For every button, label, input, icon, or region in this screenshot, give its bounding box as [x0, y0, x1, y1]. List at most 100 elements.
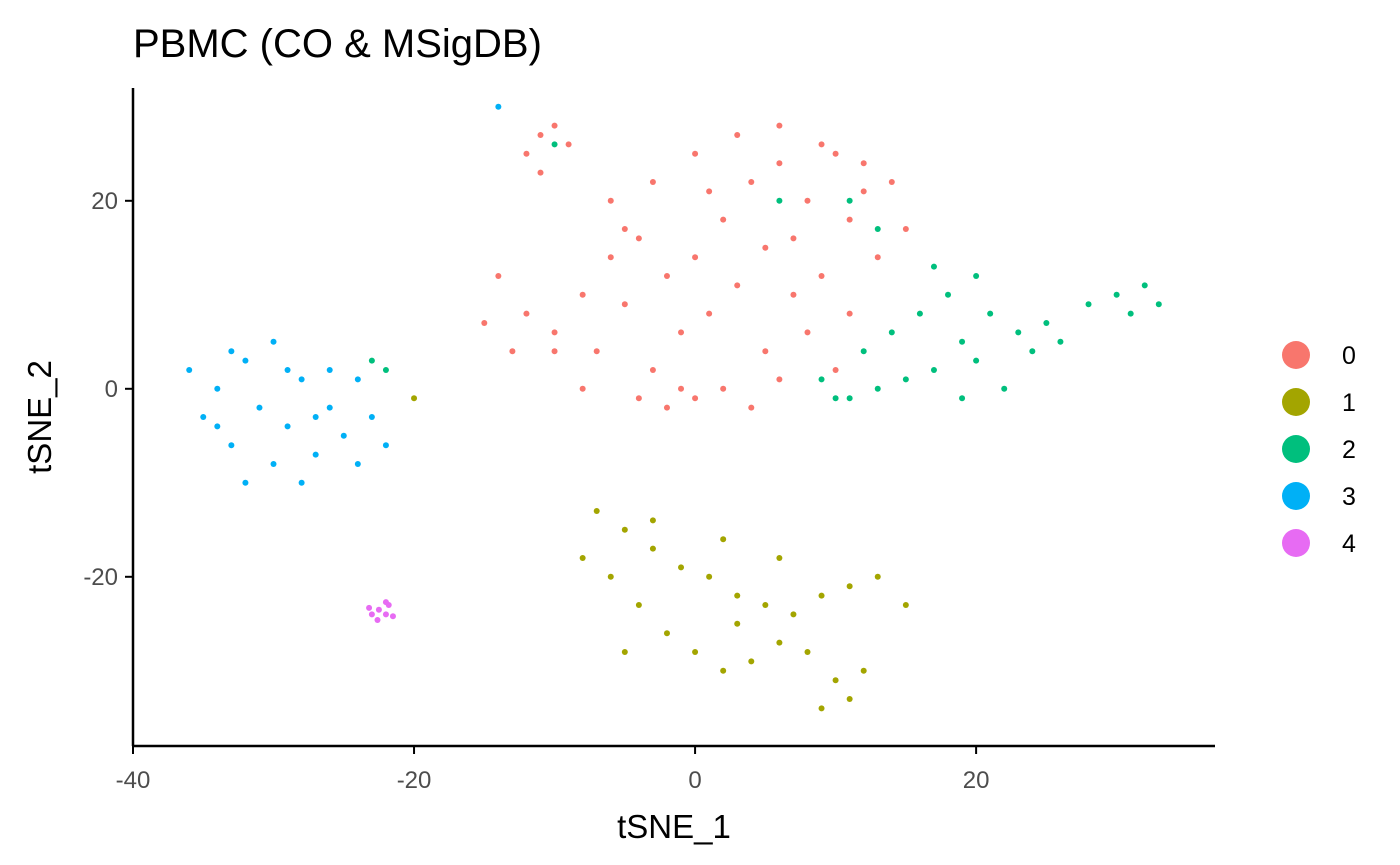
cluster-3-point: [495, 103, 502, 110]
cluster-0-point: [635, 395, 642, 402]
cluster-2-point: [846, 197, 853, 204]
cluster-3-point: [340, 432, 347, 439]
cluster-1-point: [649, 517, 656, 524]
cluster-0-point: [706, 188, 713, 195]
cluster-0-point: [678, 329, 685, 336]
x-axis-title: tSNE_1: [617, 808, 731, 845]
cluster-3-point: [270, 461, 277, 467]
cluster-2-point: [846, 395, 853, 402]
cluster-0-point: [692, 395, 699, 402]
cluster-0-point: [776, 160, 783, 167]
legend: 0 1 2 3 4: [1282, 341, 1356, 558]
cluster-1-point: [804, 649, 811, 655]
cluster-0-point: [832, 150, 839, 157]
cluster-4-point: [382, 611, 389, 618]
cluster-0-point: [495, 273, 502, 279]
cluster-1-point: [579, 555, 586, 561]
cluster-2-point: [973, 273, 980, 279]
cluster-2-point: [1029, 348, 1036, 355]
cluster-3-point: [354, 376, 361, 383]
cluster-0-point: [776, 122, 783, 129]
cluster-3-point: [214, 385, 221, 392]
cluster-1-point: [621, 526, 628, 533]
cluster-1-point: [790, 611, 797, 618]
cluster-0-point: [762, 348, 769, 355]
cluster-1-point: [748, 658, 755, 665]
cluster-3-point: [298, 376, 305, 383]
cluster-0-point: [663, 273, 670, 279]
cluster-0-point: [607, 254, 614, 261]
legend-key-3: [1282, 482, 1310, 510]
cluster-1-point: [734, 620, 741, 627]
legend-key-2: [1282, 435, 1310, 463]
cluster-0-point: [579, 385, 586, 392]
cluster-0-point: [776, 376, 783, 383]
cluster-2-point: [1057, 338, 1064, 345]
cluster-4-points: [366, 599, 396, 624]
cluster-2-point: [776, 197, 783, 204]
cluster-2-point: [1127, 310, 1134, 317]
y-axis-title: tSNE_2: [21, 360, 58, 474]
cluster-0-point: [734, 282, 741, 289]
cluster-1-point: [832, 677, 839, 684]
x-tick-label: 20: [963, 767, 990, 794]
cluster-0-point: [593, 348, 600, 355]
cluster-0-point: [846, 216, 853, 223]
cluster-0-point: [818, 141, 825, 148]
cluster-0-point: [649, 367, 656, 373]
x-tick-label: 0: [688, 767, 701, 794]
cluster-1-point: [411, 395, 418, 402]
cluster-2-point: [930, 367, 937, 373]
x-axis-ticks: -40 -20 0 20: [116, 746, 990, 794]
cluster-3-point: [382, 442, 389, 449]
cluster-0-point: [804, 197, 811, 204]
legend-label-2: 2: [1342, 436, 1356, 464]
cluster-2-point: [959, 395, 966, 402]
cluster-0-point: [762, 244, 769, 251]
cluster-3-point: [228, 442, 235, 449]
cluster-1-point: [776, 555, 783, 561]
cluster-0-point: [607, 197, 614, 204]
y-tick-label: 0: [105, 376, 118, 403]
cluster-1-point: [874, 573, 881, 580]
cluster-1-point: [649, 545, 656, 552]
cluster-2-point: [959, 338, 966, 345]
cluster-0-point: [860, 160, 867, 167]
cluster-3-point: [312, 414, 319, 420]
legend-label-1: 1: [1342, 389, 1356, 417]
cluster-0-point: [874, 254, 881, 261]
cluster-2-point: [860, 348, 867, 355]
cluster-1-point: [734, 592, 741, 599]
cluster-1-point: [846, 583, 853, 590]
cluster-2-point: [973, 357, 980, 364]
cluster-2-point: [902, 376, 909, 383]
cluster-0-point: [537, 169, 544, 176]
cluster-4-point: [389, 613, 396, 620]
cluster-4-point: [366, 604, 373, 611]
cluster-0-point: [748, 404, 755, 411]
cluster-1-point: [846, 696, 853, 702]
cluster-0-point: [523, 310, 530, 317]
cluster-0-point: [579, 291, 586, 298]
cluster-2-point: [888, 329, 895, 336]
cluster-3-point: [284, 423, 291, 430]
cluster-1-point: [720, 667, 727, 674]
cluster-3-point: [298, 479, 305, 486]
cluster-3-point: [256, 404, 263, 411]
cluster-1-point: [776, 639, 783, 646]
cluster-2-point: [382, 367, 389, 373]
cluster-0-point: [720, 216, 727, 223]
cluster-0-point: [551, 122, 558, 129]
cluster-0-point: [649, 179, 656, 185]
cluster-3-point: [186, 367, 193, 373]
cluster-2-point: [916, 310, 923, 317]
cluster-0-point: [692, 150, 699, 157]
chart-title: PBMC (CO & MSigDB): [133, 22, 542, 66]
cluster-0-point: [790, 235, 797, 242]
cluster-0-point: [551, 348, 558, 355]
cluster-0-point: [509, 348, 516, 355]
cluster-2-point: [1043, 320, 1050, 326]
cluster-1-points: [411, 395, 909, 712]
cluster-0-point: [860, 188, 867, 195]
cluster-3-point: [214, 423, 221, 430]
